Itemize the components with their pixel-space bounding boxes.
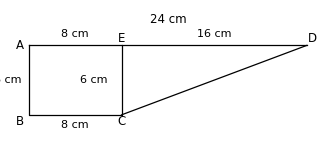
Text: 6 cm: 6 cm: [0, 75, 22, 85]
Text: 16 cm: 16 cm: [197, 29, 231, 39]
Text: D: D: [308, 32, 317, 45]
Text: E: E: [118, 32, 125, 45]
Text: 6 cm: 6 cm: [80, 75, 108, 85]
Text: A: A: [16, 39, 24, 52]
Text: C: C: [117, 115, 126, 128]
Text: 8 cm: 8 cm: [61, 29, 89, 39]
Text: 24 cm: 24 cm: [149, 13, 186, 26]
Text: B: B: [16, 115, 24, 128]
Text: 8 cm: 8 cm: [61, 120, 89, 130]
